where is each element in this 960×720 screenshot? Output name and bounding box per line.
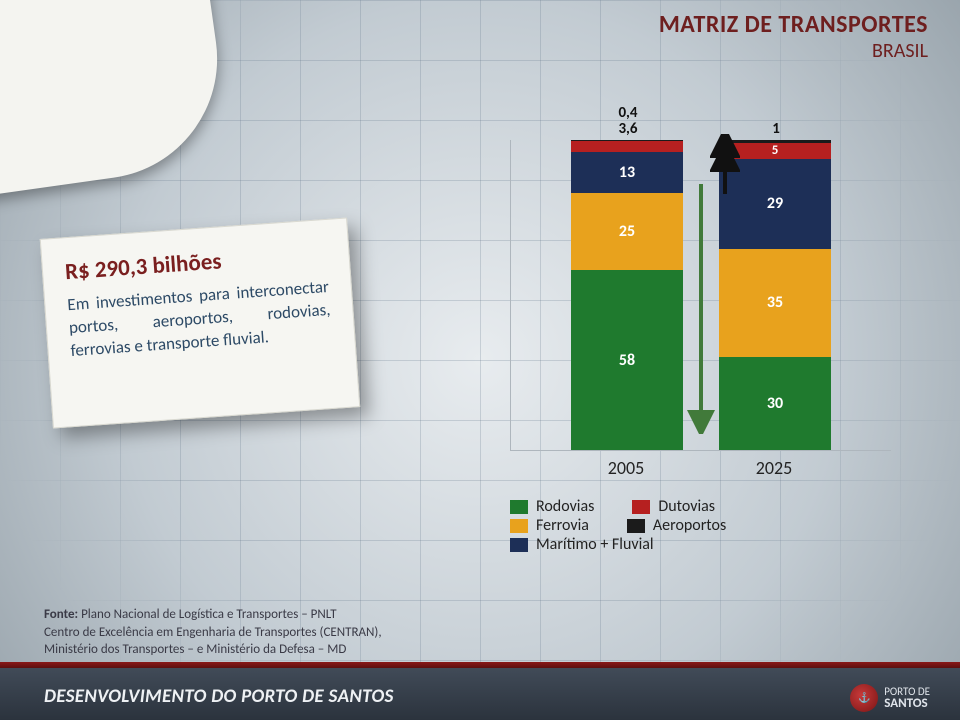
title-line2: BRASIL xyxy=(659,39,928,63)
xlabel-2005: 2005 xyxy=(570,457,682,479)
source-attribution: Fonte: Plano Nacional de Logística e Tra… xyxy=(44,606,382,659)
legend-item-aeroportos: Aeroportos xyxy=(627,516,726,535)
title-line1: MATRIZ DE TRANSPORTES xyxy=(659,10,928,39)
seg-2005-rodovias: 58 xyxy=(571,270,683,450)
chart-legend: Rodovias Dutovias Ferrovia AeroportosMaríti… xyxy=(510,497,890,554)
bar-2025: 3035295 xyxy=(719,140,831,450)
footer-text: DESENVOLVIMENTO DO PORTO DE SANTOS xyxy=(44,685,394,708)
legend-label: Marítimo + Fluvial xyxy=(536,535,654,554)
anchor-icon: ⚓ xyxy=(850,684,878,712)
stacked-bar-chart: 0,4 3,6 1 5825133035295 2005 2025 Rodovi… xyxy=(510,140,890,560)
top-label-2005: 0,4 3,6 xyxy=(572,106,684,138)
bar-area: 582513 3035295 xyxy=(510,140,891,451)
xlabel-2025: 2025 xyxy=(718,457,830,479)
seg-2005-dutovias xyxy=(571,141,683,152)
legend-label: Rodovias xyxy=(536,497,594,516)
legend-item-dutovias: Dutovias xyxy=(632,497,715,516)
seg-2005-maritimo_fluvial: 13 xyxy=(571,152,683,192)
swatch-icon xyxy=(510,538,528,552)
footer-bar: DESENVOLVIMENTO DO PORTO DE SANTOS ⚓ POR… xyxy=(0,668,960,720)
footer-logo: ⚓ PORTO DE SANTOS xyxy=(850,684,930,712)
swatch-icon xyxy=(510,500,528,514)
x-axis-labels: 2005 2025 xyxy=(510,457,890,479)
swatch-icon xyxy=(632,500,650,514)
callout-card: R$ 290,3 bilhões Em investimentos para i… xyxy=(40,217,361,428)
seg-2025-rodovias: 30 xyxy=(719,357,831,450)
legend-item-rodovias: Rodovias xyxy=(510,497,594,516)
seg-2025-dutovias: 5 xyxy=(719,143,831,159)
legend-label: Ferrovia xyxy=(536,516,589,535)
swatch-icon xyxy=(627,519,645,533)
legend-item-maritimo_fluvial: Marítimo + Fluvial xyxy=(510,535,654,554)
top-label-2025: 1 xyxy=(720,122,832,138)
swatch-icon xyxy=(510,519,528,533)
callout-body: Em investimentos para interconectar port… xyxy=(67,276,333,363)
legend-item-ferrovia: Ferrovia xyxy=(510,516,589,535)
seg-2025-ferrovia: 35 xyxy=(719,249,831,358)
seg-2005-ferrovia: 25 xyxy=(571,193,683,271)
page-title: MATRIZ DE TRANSPORTES BRASIL xyxy=(659,10,928,63)
legend-label: Aeroportos xyxy=(653,516,726,535)
legend-label: Dutovias xyxy=(658,497,715,516)
bar-2005: 582513 xyxy=(571,140,683,450)
seg-2025-maritimo_fluvial: 29 xyxy=(719,159,831,249)
